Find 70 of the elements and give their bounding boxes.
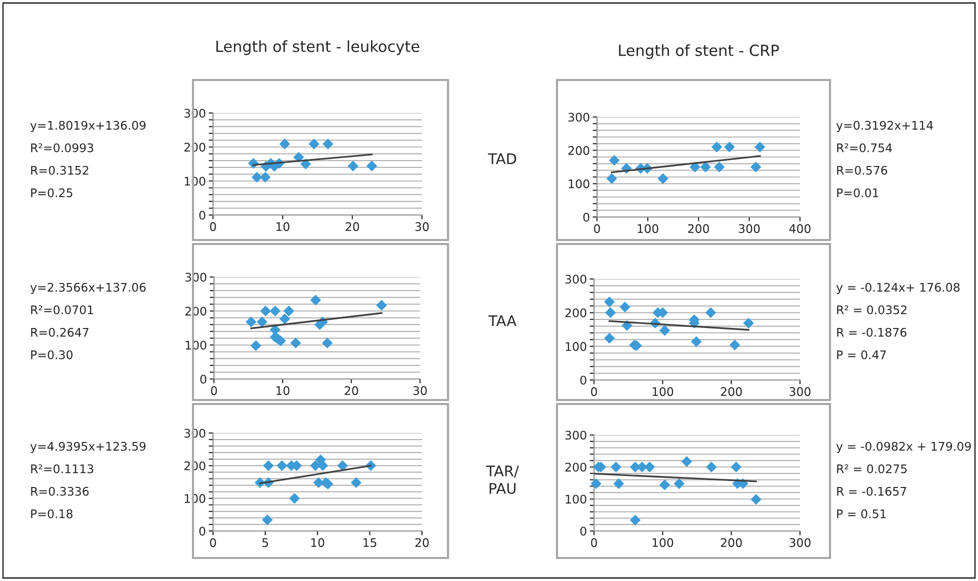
x-tick-label: 100 (652, 387, 674, 396)
text: R²=0.0993 (31, 143, 94, 152)
x-tick-label: 300 (738, 224, 760, 234)
x-tick-label: 15 (364, 538, 376, 548)
text: R=0.3336 (31, 486, 89, 496)
x-tick-label: 0 (591, 538, 597, 548)
x-tick-label: 300 (790, 387, 810, 396)
chart-title: Length of stent - leukocyte (216, 40, 420, 56)
x-tick-label: 5 (262, 538, 268, 548)
text: R = -0.1876 (837, 328, 906, 337)
x-tick-label: 200 (720, 538, 742, 548)
x-tick-label: 20 (344, 386, 358, 396)
text: TAD (488, 153, 516, 164)
y-tick-label: 100 (566, 342, 586, 351)
x-tick-label: 200 (720, 387, 742, 396)
text: y=2.3566x+137.06 (30, 282, 146, 294)
y-tick-label: 200 (565, 462, 586, 472)
text: P = 0.47 (837, 350, 886, 360)
text: P = 0.51 (837, 509, 886, 518)
text: R² = 0.0352 (837, 305, 906, 314)
x-tick-label: 300 (790, 538, 810, 548)
text: R²=0.1113 (31, 464, 94, 474)
x-tick-label: 100 (638, 224, 658, 234)
text: R = -0.1657 (837, 486, 906, 496)
y-tick-label: 300 (565, 430, 586, 440)
x-tick-label: 100 (652, 538, 674, 548)
text: R=0.576 (837, 166, 888, 175)
text: P=0.25 (31, 188, 72, 198)
text: R²=0.0701 (31, 305, 94, 314)
y-tick-label: 100 (566, 494, 586, 504)
x-tick-label: 20 (415, 538, 429, 548)
x-tick-label: 10 (276, 386, 290, 396)
y-tick-label: 200 (568, 146, 590, 155)
y-tick-label: 300 (565, 274, 586, 284)
text: P=0.01 (837, 188, 878, 198)
x-tick-label: 0 (210, 538, 216, 548)
x-tick-label: 400 (789, 224, 810, 234)
text: R=0.2647 (31, 328, 88, 337)
y-tick-label: 200 (565, 308, 586, 318)
x-tick-label: 0 (594, 224, 600, 234)
y-tick-label: 0 (200, 374, 206, 384)
x-tick-label: 200 (688, 224, 709, 234)
y-tick-label: 0 (580, 376, 586, 385)
y-tick-label: 0 (583, 212, 590, 222)
text: TAA (488, 315, 516, 326)
text: R=0.3152 (31, 166, 88, 175)
x-tick-label: 10 (276, 222, 290, 232)
x-tick-label: 30 (415, 222, 429, 232)
x-tick-label: 20 (346, 222, 360, 232)
text: R²=0.754 (837, 143, 892, 152)
y-tick-label: 0 (199, 526, 206, 536)
x-tick-label: 0 (211, 386, 217, 396)
text: P=0.18 (31, 509, 72, 518)
y-tick-label: 300 (568, 112, 590, 122)
text: y=0.3192x+114 (836, 120, 933, 132)
text: TAR/ PAU (486, 466, 519, 494)
y-tick-label: 0 (199, 210, 206, 220)
text: R² = 0.0275 (837, 464, 907, 474)
x-tick-label: 0 (591, 387, 597, 396)
chart-title: Length of stent - CRP (619, 44, 779, 60)
text: y = -0.124x+ 176.08 (836, 282, 960, 294)
text: y = -0.0982x + 179.09 (836, 442, 971, 454)
x-tick-label: 10 (311, 538, 324, 548)
x-tick-label: 30 (413, 386, 427, 396)
text: y=1.8019x+136.09 (30, 120, 146, 132)
text: y=4.9395x+123.59 (30, 442, 146, 454)
x-tick-label: 0 (210, 222, 216, 232)
y-tick-label: 100 (568, 179, 590, 188)
text: P=0.30 (31, 350, 73, 360)
y-tick-label: 0 (580, 526, 586, 536)
